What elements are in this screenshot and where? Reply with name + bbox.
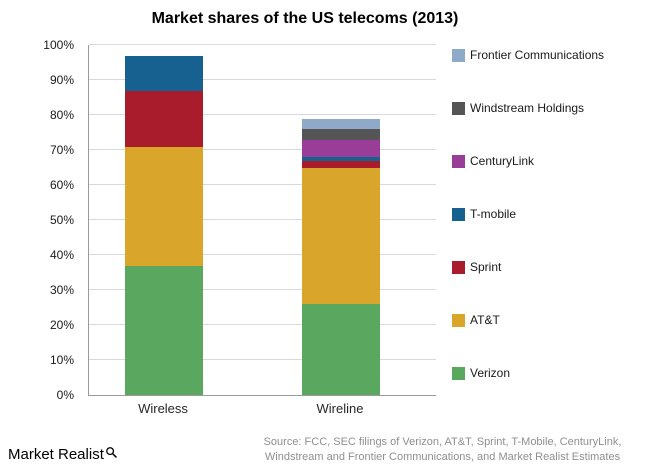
legend-swatch — [452, 154, 465, 168]
bar-segment-verizon — [125, 265, 203, 395]
legend-item: Verizon — [452, 366, 657, 380]
legend-item: Windstream Holdings — [452, 101, 657, 115]
magnifier-icon — [105, 446, 118, 463]
y-tick-label: 100% — [43, 38, 74, 52]
bar-segment-sprint — [302, 160, 380, 168]
bar-segment-windstream-holdings — [302, 129, 380, 140]
gridline — [89, 114, 436, 115]
x-axis-label: Wireline — [316, 401, 364, 416]
source-text: Source: FCC, SEC filings of Verizon, AT&… — [228, 435, 657, 465]
y-axis-labels: 0% 10% 20% 30% 40% 50% 60% 70% 80% 90% 100% — [0, 38, 80, 402]
legend-item: AT&T — [452, 313, 657, 327]
legend-swatch — [452, 260, 465, 274]
y-tick-label: 50% — [49, 213, 74, 227]
y-tick-label: 0% — [56, 388, 74, 402]
y-tick-label: 80% — [49, 108, 74, 122]
legend-item: Sprint — [452, 260, 657, 274]
bar-segment-sprint — [125, 90, 203, 147]
legend-label: Frontier Communications — [470, 48, 605, 62]
source-line-1: Source: FCC, SEC filings of Verizon, AT&… — [263, 436, 622, 449]
legend-swatch — [452, 48, 465, 62]
legend-swatch — [452, 366, 465, 380]
gridline — [89, 359, 436, 360]
bar-segment-at-t — [125, 146, 203, 266]
footer-logo: Market Realist — [8, 446, 118, 463]
y-tick-label: 10% — [49, 353, 74, 367]
gridline — [89, 184, 436, 185]
y-tick-label: 40% — [49, 248, 74, 262]
bar-segment-centurylink — [302, 139, 380, 157]
bar-wireless — [125, 45, 203, 395]
gridline — [89, 79, 436, 80]
y-tick-label: 20% — [49, 318, 74, 332]
bar-wireline — [302, 45, 380, 395]
y-tick-label: 30% — [49, 283, 74, 297]
legend-label: CenturyLink — [470, 154, 535, 168]
legend-label: T-mobile — [470, 207, 517, 221]
bar-segment-frontier-communications — [302, 118, 380, 129]
legend-label: Verizon — [470, 366, 511, 380]
legend-item: Frontier Communications — [452, 48, 657, 62]
bar-segment-verizon — [302, 304, 380, 395]
chart-title: Market shares of the US telecoms (2013) — [151, 10, 459, 27]
plot-area — [88, 44, 436, 396]
legend-swatch — [452, 207, 465, 221]
x-axis-labels: Wireless Wireline — [88, 401, 435, 421]
bar-segment-t-mobile — [125, 55, 203, 91]
legend: Frontier Communications Windstream Holdin… — [452, 48, 657, 380]
footer-logo-text: Market Realist — [8, 446, 104, 463]
x-axis-label: Wireless — [138, 401, 188, 416]
gridline — [89, 44, 436, 45]
y-tick-label: 60% — [49, 178, 74, 192]
gridline — [89, 149, 436, 150]
gridline — [89, 289, 436, 290]
bar-segment-t-mobile — [302, 157, 380, 161]
source-line-2: Windstream and Frontier Communications, … — [264, 451, 621, 464]
gridline — [89, 254, 436, 255]
legend-item: CenturyLink — [452, 154, 657, 168]
y-tick-label: 90% — [49, 73, 74, 87]
legend-label: Windstream Holdings — [470, 101, 585, 115]
y-tick-label: 70% — [49, 143, 74, 157]
legend-item: T-mobile — [452, 207, 657, 221]
legend-swatch — [452, 101, 465, 115]
legend-label: AT&T — [470, 313, 500, 327]
bar-segment-at-t — [302, 167, 380, 304]
gridline — [89, 219, 436, 220]
gridline — [89, 324, 436, 325]
legend-swatch — [452, 313, 465, 327]
legend-label: Sprint — [470, 260, 502, 274]
